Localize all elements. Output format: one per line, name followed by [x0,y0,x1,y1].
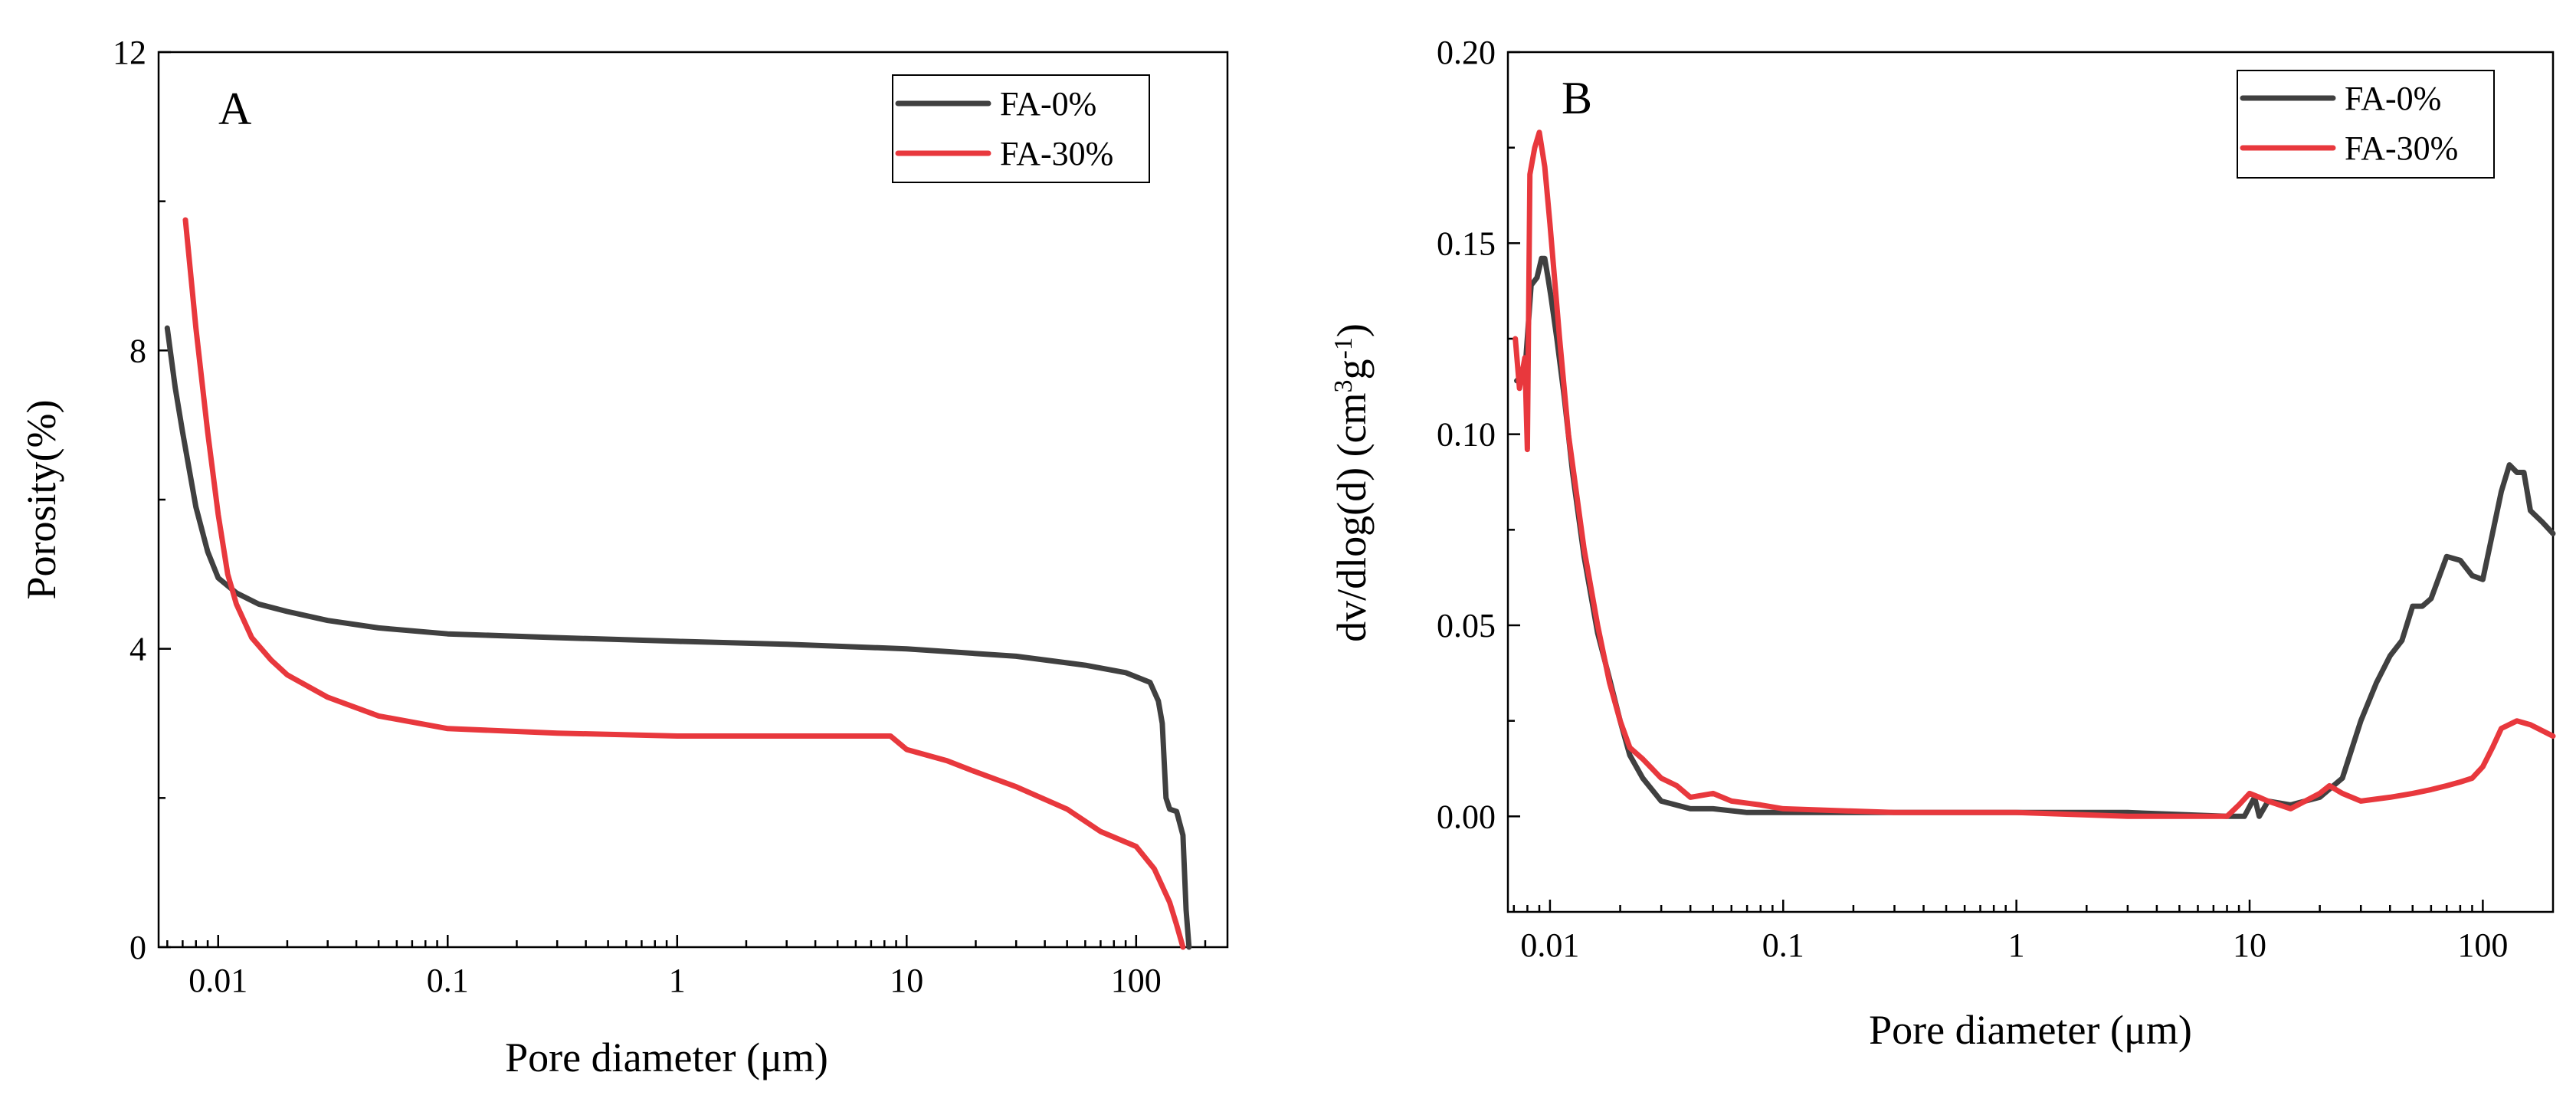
x-tick-label: 0.1 [1762,926,1804,964]
series-line-fa-0 [1514,255,2556,819]
x-tick-label: 100 [2457,926,2508,964]
chart-panel-b: 0.00 0.05 0.10 0.15 0.20 0.01 0.1 1 10 100 B Por… [1329,34,2556,1053]
legend-box-b [2237,70,2495,179]
series-line-fa-30 [1512,130,2556,819]
x-tick-label: 10 [890,962,923,999]
y-axis-title-b: dv/dlog(d) (cm3g-1) [1329,323,1375,642]
legend-a: FA-0% FA-30% [892,74,1150,183]
series-line-fa-30 [182,217,1186,950]
x-axis-b: 0.01 0.1 1 10 100 [1512,900,2508,964]
x-tick-label: 0.01 [1520,926,1579,964]
y-axis-title-a: Porosity(%) [18,400,64,600]
y-tick-label: 0 [129,929,146,966]
panel-label-a: A [218,84,251,134]
legend-label-fa-0: FA-0% [1000,85,1096,123]
x-tick-label: 100 [1111,962,1162,999]
legend-box-a [892,74,1150,183]
panel-label-b: B [1562,73,1592,123]
x-axis-a: 0.01 0.1 1 10 100 [166,935,1207,999]
y-axis-a: 0 4 8 12 [113,34,171,966]
x-axis-title-b: Pore diameter (μm) [1869,1007,2192,1053]
x-tick-label: 10 [2233,926,2266,964]
y-tick-label: 12 [113,34,146,71]
x-tick-label: 0.01 [188,962,247,999]
y-axis-b: 0.00 0.05 0.10 0.15 0.20 [1437,34,1520,835]
series-group-a [164,217,1192,950]
legend-b: FA-0% FA-30% [2237,70,2495,179]
y-tick-label: 0.15 [1437,225,1496,262]
y-tick-label: 8 [129,332,146,369]
legend-label-fa-30: FA-30% [1000,135,1113,172]
plot-frame-b [1506,51,2555,913]
y-tick-label: 0.00 [1437,798,1496,835]
y-tick-label: 0.05 [1437,607,1496,644]
series-group-b [1512,130,2556,819]
legend-label-fa-30: FA-30% [2345,130,2458,167]
x-tick-label: 0.1 [427,962,469,999]
y-tick-label: 0.20 [1437,34,1496,71]
legend-label-fa-0: FA-0% [2345,80,2441,117]
y-tick-label: 4 [129,631,146,668]
series-line-fa-0 [164,325,1192,950]
x-tick-label: 1 [2008,926,2025,964]
y-tick-label: 0.10 [1437,416,1496,454]
plot-frame-a [157,51,1229,949]
x-axis-title-a: Pore diameter (μm) [505,1035,828,1080]
x-tick-label: 1 [669,962,686,999]
chart-panel-a: 0 4 8 12 0.01 0.1 1 10 100 A Pore diameter (μm)… [18,34,1229,1080]
